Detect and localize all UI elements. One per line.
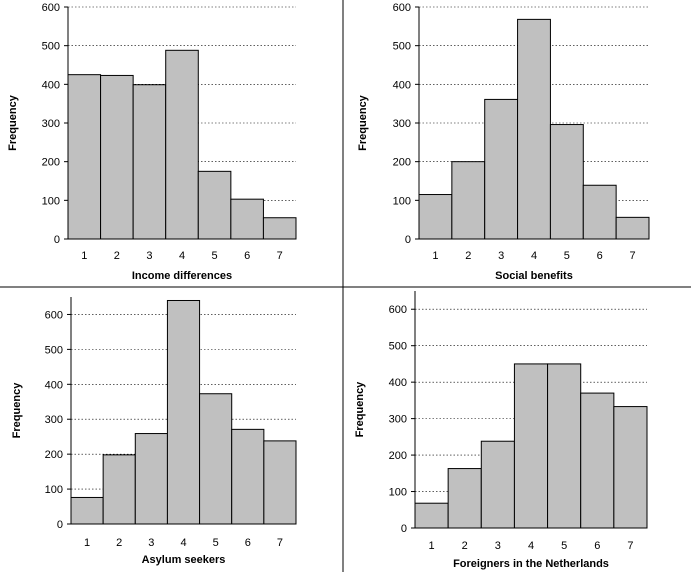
- chart-2-y-tick-label: 500: [45, 344, 63, 356]
- chart-0-x-tick-label: 2: [114, 250, 120, 262]
- chart-1-x-tick-label: 5: [564, 250, 570, 262]
- chart-1-x-axis-title: Social benefits: [495, 270, 573, 282]
- chart-2-y-tick-label: 400: [45, 379, 63, 391]
- chart-0-bar-5: [197, 170, 232, 240]
- chart-1-y-tick-label: 600: [393, 2, 411, 14]
- chart-2-y-tick-label: 300: [45, 414, 63, 426]
- chart-1-x-tick-label: 3: [498, 250, 504, 262]
- chart-3-x-tick-label: 1: [429, 540, 435, 552]
- chart-3-y-tick-label: 300: [389, 414, 407, 426]
- chart-0-y-tick-label: 400: [42, 79, 60, 91]
- chart-3-x-tick-label: 4: [528, 540, 534, 552]
- chart-1-bar-4: [517, 18, 551, 240]
- chart-2-bar-1: [70, 496, 104, 525]
- chart-3-x-axis-title: Foreigners in the Netherlands: [453, 558, 609, 570]
- chart-3-bar-5: [547, 363, 582, 529]
- chart-1-y-axis-title: Frequency: [357, 94, 369, 151]
- chart-0-x-tick-label: 5: [212, 250, 218, 262]
- chart-1-x-tick-label: 2: [465, 250, 471, 262]
- chart-3-bar-2: [447, 468, 482, 529]
- chart-2-bar-4: [166, 299, 201, 525]
- chart-3-bar-4: [513, 363, 549, 529]
- chart-3-y-axis-title: Frequency: [354, 381, 366, 438]
- chart-1-x-tick-label: 4: [531, 250, 537, 262]
- chart-0-y-tick-label: 500: [42, 41, 60, 53]
- chart-2-x-tick-label: 4: [180, 537, 186, 549]
- chart-1-y-tick-label: 100: [393, 195, 411, 207]
- chart-2-bar-2: [102, 454, 136, 525]
- chart-0-bar-7: [262, 217, 297, 240]
- chart-1-y-tick-label: 300: [393, 118, 411, 130]
- chart-1-bar-7: [615, 216, 650, 240]
- chart-foreigners-in-the-netherlands: 0 100 200 300 400 500 600 1 2 3 4 5 6 7 Foreigners in …: [354, 291, 648, 570]
- chart-0-x-tick-label: 7: [277, 250, 283, 262]
- chart-1-y-tick-label: 0: [405, 234, 411, 246]
- chart-2-y-tick-label: 600: [45, 309, 63, 321]
- chart-0-x-tick-label: 1: [81, 250, 87, 262]
- chart-0-y-tick-label: 300: [42, 118, 60, 130]
- chart-1-bar-6: [582, 184, 617, 240]
- chart-0-y-tick-label: 200: [42, 157, 60, 169]
- chart-2-x-tick-label: 5: [213, 537, 219, 549]
- chart-social-benefits: 0 100 200 300 400 500 600 1 2 3 4 5 6 7 Social benefit…: [357, 2, 650, 282]
- chart-0-x-axis-title: Income differences: [132, 270, 232, 282]
- chart-1-x-tick-label: 1: [432, 250, 438, 262]
- chart-0-x-tick-label: 6: [244, 250, 250, 262]
- chart-3-x-tick-label: 7: [627, 540, 633, 552]
- chart-1-bar-3: [484, 98, 519, 240]
- chart-1-bar-2: [451, 161, 486, 240]
- chart-0-bar-2: [100, 74, 134, 240]
- chart-3-bar-6: [580, 392, 615, 529]
- chart-3-x-tick-label: 2: [462, 540, 468, 552]
- chart-3-y-tick-label: 100: [389, 487, 407, 499]
- chart-3-x-tick-label: 5: [561, 540, 567, 552]
- chart-3-y-tick-label: 600: [389, 304, 407, 316]
- chart-2-x-tick-label: 1: [84, 537, 90, 549]
- chart-2-x-tick-label: 7: [277, 537, 283, 549]
- chart-0-y-axis-title: Frequency: [7, 94, 19, 151]
- chart-2-x-tick-label: 3: [148, 537, 154, 549]
- chart-0-bar-6: [230, 198, 264, 240]
- chart-1-y-tick-label: 400: [393, 79, 411, 91]
- chart-0-bar-1: [67, 74, 102, 240]
- chart-3-bar-3: [480, 440, 515, 529]
- chart-3-x-tick-label: 3: [495, 540, 501, 552]
- chart-1-y-tick-label: 200: [393, 157, 411, 169]
- chart-2-y-axis-title: Frequency: [11, 382, 23, 439]
- chart-3-y-tick-label: 0: [401, 523, 407, 535]
- chart-3-x-tick-label: 6: [594, 540, 600, 552]
- chart-2-bar-3: [134, 433, 168, 525]
- chart-0-bar-3: [132, 84, 167, 240]
- chart-3-y-tick-label: 400: [389, 377, 407, 389]
- chart-2-x-tick-label: 2: [116, 537, 122, 549]
- chart-2-x-axis-title: Asylum seekers: [142, 554, 226, 566]
- chart-2-y-tick-label: 100: [45, 484, 63, 496]
- chart-3-bar-1: [414, 502, 449, 529]
- chart-1-bar-1: [418, 194, 453, 240]
- chart-1-y-tick-label: 500: [393, 41, 411, 53]
- chart-3-y-tick-label: 500: [389, 341, 407, 353]
- chart-2-y-tick-label: 200: [45, 449, 63, 461]
- chart-3-y-tick-label: 200: [389, 450, 407, 462]
- chart-2-bar-5: [199, 393, 233, 525]
- chart-1-bar-5: [549, 124, 584, 240]
- chart-3-bar-7: [613, 406, 648, 529]
- chart-1-x-tick-label: 6: [597, 250, 603, 262]
- chart-income-differences: 0 100 200 300 400 500 600 1 2 3 4 5 6 7 Income differe…: [7, 2, 297, 282]
- chart-1-x-tick-label: 7: [630, 250, 636, 262]
- chart-0-bar-4: [165, 49, 199, 240]
- chart-2-bar-7: [263, 440, 297, 525]
- chart-2-y-tick-label: 0: [57, 519, 63, 531]
- chart-0-y-tick-label: 0: [54, 234, 60, 246]
- chart-2-x-tick-label: 6: [245, 537, 251, 549]
- chart-0-y-tick-label: 600: [42, 2, 60, 14]
- chart-0-x-tick-label: 4: [179, 250, 185, 262]
- chart-asylum-seekers: 0 100 200 300 400 500 600 1 2 3 4 5 6 7 Asylum seekers…: [11, 297, 297, 566]
- chart-0-y-tick-label: 100: [42, 195, 60, 207]
- chart-0-x-tick-label: 3: [146, 250, 152, 262]
- chart-2-bar-6: [231, 428, 265, 525]
